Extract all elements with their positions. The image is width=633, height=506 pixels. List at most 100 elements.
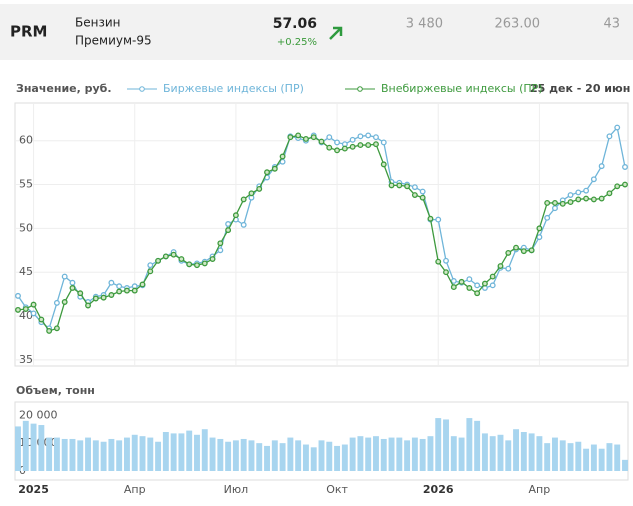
bar xyxy=(186,430,193,471)
point xyxy=(474,282,481,289)
point xyxy=(162,253,169,260)
point xyxy=(357,142,364,149)
bar xyxy=(622,459,628,471)
bar xyxy=(100,441,107,471)
point xyxy=(61,299,68,305)
bar xyxy=(474,420,481,471)
y-tick-label: 0 xyxy=(19,464,26,477)
point xyxy=(240,221,247,228)
point xyxy=(450,278,457,284)
x-tick-label: 2025 xyxy=(18,483,49,496)
point xyxy=(139,281,146,288)
point xyxy=(559,200,566,207)
point xyxy=(116,288,123,295)
point xyxy=(396,182,403,189)
bar xyxy=(419,438,426,471)
point xyxy=(15,292,21,299)
point xyxy=(513,244,520,251)
bar xyxy=(310,447,317,471)
point xyxy=(505,265,512,272)
point xyxy=(606,190,613,197)
legend-label: Биржевые индексы (ПР) xyxy=(163,82,304,95)
point xyxy=(505,249,512,256)
point xyxy=(46,327,53,334)
bar xyxy=(69,438,76,471)
point xyxy=(404,183,411,190)
point xyxy=(606,133,613,140)
bar xyxy=(295,440,302,471)
bar xyxy=(287,437,294,471)
point xyxy=(271,165,278,172)
point xyxy=(466,276,473,283)
y-tick-label: 60 xyxy=(19,134,33,147)
point xyxy=(427,215,434,222)
bar xyxy=(264,445,270,471)
bar xyxy=(583,448,590,471)
point xyxy=(567,192,574,198)
bar xyxy=(388,437,395,471)
point xyxy=(598,163,605,170)
point xyxy=(520,248,527,255)
point xyxy=(217,240,224,247)
point xyxy=(489,282,496,289)
point xyxy=(365,132,372,139)
point xyxy=(373,141,379,148)
point xyxy=(622,181,628,188)
point xyxy=(481,280,488,287)
point xyxy=(575,196,582,203)
point xyxy=(583,195,590,202)
date-range: 25 дек - 20 июн xyxy=(530,82,630,95)
bar xyxy=(559,440,566,471)
bar xyxy=(396,437,403,471)
point xyxy=(536,225,543,232)
point xyxy=(131,287,138,294)
point xyxy=(419,194,426,201)
bar xyxy=(116,440,123,471)
bar xyxy=(357,436,364,471)
bar xyxy=(567,443,574,471)
point xyxy=(240,196,247,203)
bar xyxy=(123,437,130,471)
point xyxy=(357,133,364,140)
bar xyxy=(590,444,597,471)
bar xyxy=(373,436,379,471)
point xyxy=(528,247,535,254)
point xyxy=(279,153,286,160)
point xyxy=(489,273,496,280)
bar xyxy=(505,440,512,471)
point xyxy=(614,183,621,190)
legend-marker xyxy=(357,86,363,92)
point xyxy=(419,188,426,195)
bar xyxy=(201,429,208,471)
point xyxy=(155,257,162,264)
bar xyxy=(155,441,162,471)
bar xyxy=(15,426,21,471)
bar xyxy=(217,438,224,471)
point xyxy=(349,143,356,150)
point xyxy=(256,185,263,192)
bar xyxy=(349,437,356,471)
point xyxy=(590,196,597,203)
bar xyxy=(427,436,434,471)
bar xyxy=(240,438,247,471)
bar xyxy=(520,432,527,471)
point xyxy=(77,290,84,297)
point xyxy=(310,134,317,141)
bar xyxy=(53,437,60,471)
bar xyxy=(606,443,613,471)
bar xyxy=(271,440,278,471)
bar xyxy=(544,443,551,471)
change: +0.25% xyxy=(277,37,317,48)
column: 3 480 xyxy=(406,17,443,32)
header-bg xyxy=(0,4,633,60)
point xyxy=(598,195,605,202)
point xyxy=(69,285,76,291)
point xyxy=(22,306,29,312)
point xyxy=(30,301,37,308)
point xyxy=(373,134,379,141)
point xyxy=(100,294,107,301)
bar xyxy=(248,440,255,471)
bar xyxy=(513,429,520,471)
point xyxy=(552,205,558,212)
y-tick-label: 20 000 xyxy=(19,408,58,421)
